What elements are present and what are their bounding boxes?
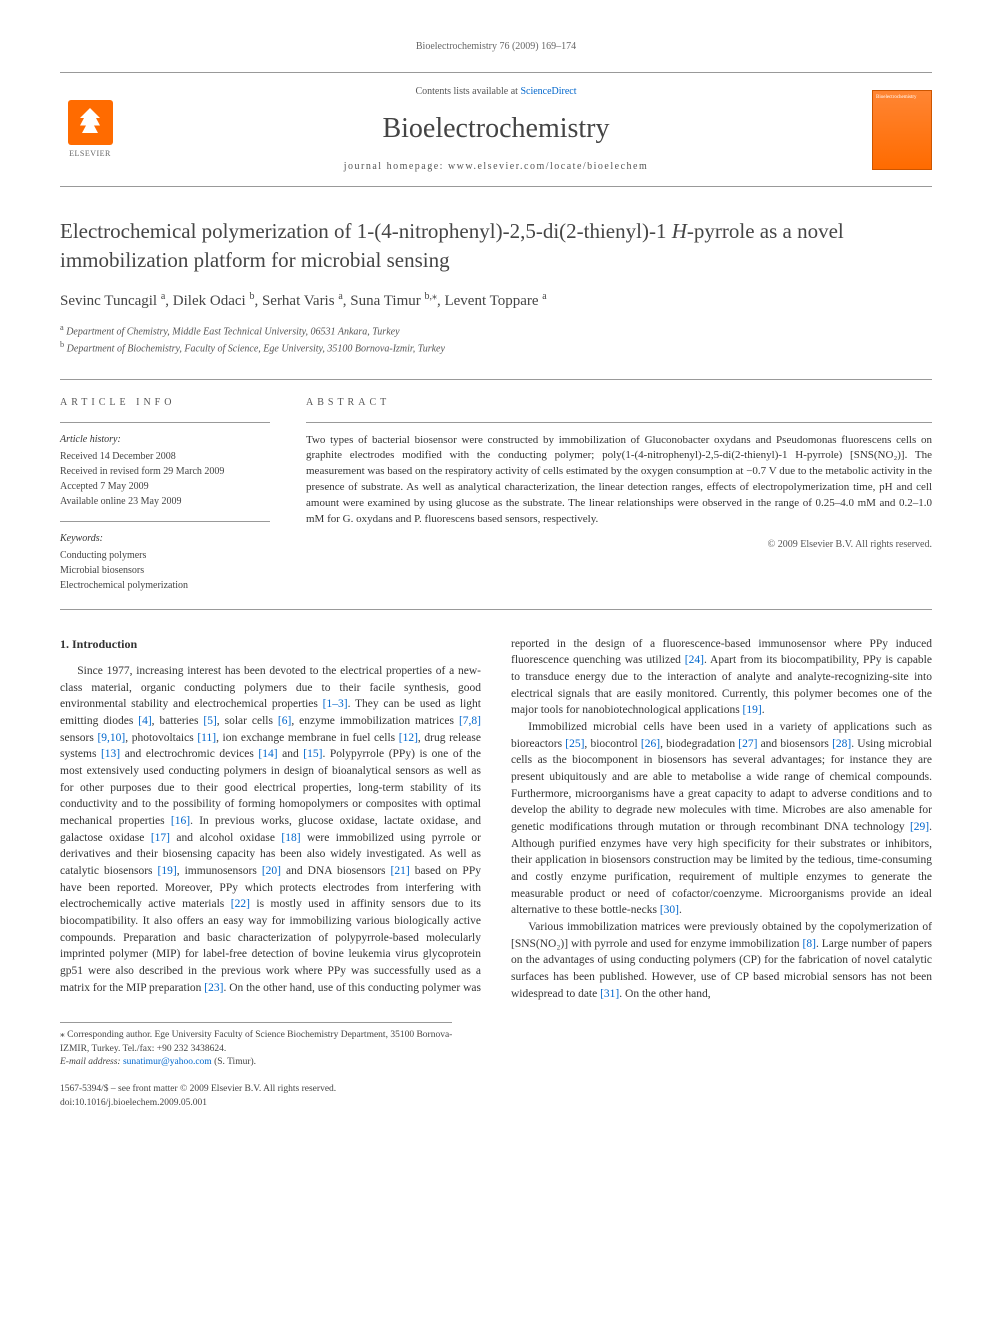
citation-link[interactable]: [15] [303, 748, 322, 760]
author: Suna Timur b,⁎ [350, 293, 437, 309]
body-paragraph: Immobilized microbial cells have been us… [511, 719, 932, 919]
history-received: Received 14 December 2008 [60, 449, 270, 464]
issn-copyright: 1567-5394/$ – see front matter © 2009 El… [60, 1083, 336, 1096]
history-label: Article history: [60, 433, 270, 447]
history-online: Available online 23 May 2009 [60, 494, 270, 509]
citation-link[interactable]: [8] [803, 938, 816, 950]
abstract-block: ABSTRACT Two types of bacterial biosenso… [306, 396, 932, 593]
running-header: Bioelectrochemistry 76 (2009) 169–174 [60, 40, 932, 54]
citation-link[interactable]: [1–3] [323, 698, 348, 710]
homepage-url[interactable]: www.elsevier.com/locate/bioelechem [448, 161, 648, 172]
email-suffix: (S. Timur). [214, 1057, 256, 1067]
affiliations: a Department of Chemistry, Middle East T… [60, 322, 932, 357]
citation-link[interactable]: [6] [278, 715, 291, 727]
citation-link[interactable]: [31] [600, 988, 619, 1000]
citation-link[interactable]: [17] [151, 832, 170, 844]
author: Levent Toppare a [444, 293, 546, 309]
elsevier-logo: ELSEVIER [60, 95, 120, 165]
article-title: Electrochemical polymerization of 1-(4-n… [60, 217, 932, 274]
doi: doi:10.1016/j.bioelechem.2009.05.001 [60, 1097, 336, 1110]
history-accepted: Accepted 7 May 2009 [60, 479, 270, 494]
article-info-heading: ARTICLE INFO [60, 396, 270, 410]
email-label: E-mail address: [60, 1057, 121, 1067]
email-link[interactable]: sunatimur@yahoo.com [123, 1057, 212, 1067]
citation-link[interactable]: [13] [101, 748, 120, 760]
journal-homepage: journal homepage: www.elsevier.com/locat… [138, 160, 854, 174]
citation-link[interactable]: [19] [158, 865, 177, 877]
keyword: Microbial biosensors [60, 563, 270, 578]
journal-cover-thumbnail: Bioelectrochemistry [872, 90, 932, 170]
corresponding-star-icon: ⁎ [432, 291, 437, 302]
contents-line: Contents lists available at ScienceDirec… [138, 85, 854, 99]
citation-link[interactable]: [14] [258, 748, 277, 760]
keyword: Electrochemical polymerization [60, 578, 270, 593]
keyword: Conducting polymers [60, 548, 270, 563]
body-paragraph: Various immobilization matrices were pre… [511, 919, 932, 1002]
author: Dilek Odaci b [173, 293, 255, 309]
abstract-heading: ABSTRACT [306, 396, 932, 410]
section-heading-intro: 1. Introduction [60, 636, 481, 653]
journal-name: Bioelectrochemistry [138, 109, 854, 148]
footnote-separator [60, 1022, 452, 1023]
citation-link[interactable]: [9,10] [97, 732, 125, 744]
title-italic: H [672, 219, 687, 243]
cover-title: Bioelectrochemistry [876, 94, 928, 101]
citation-link[interactable]: [22] [231, 898, 250, 910]
body-text: 1. Introduction Since 1977, increasing i… [60, 636, 932, 1003]
citation-link[interactable]: [30] [660, 904, 679, 916]
footer-left: 1567-5394/$ – see front matter © 2009 El… [60, 1083, 336, 1110]
citation-link[interactable]: [5] [203, 715, 216, 727]
citation-link[interactable]: [19] [743, 704, 762, 716]
corresponding-author-note: ⁎ Corresponding author. Ege University F… [60, 1029, 461, 1056]
author: Sevinc Tuncagil a [60, 293, 165, 309]
citation-link[interactable]: [25] [565, 738, 584, 750]
page-footer: 1567-5394/$ – see front matter © 2009 El… [60, 1083, 932, 1110]
abstract-text: Two types of bacterial biosensor were co… [306, 433, 932, 529]
elsevier-tree-icon [68, 100, 113, 145]
citation-link[interactable]: [12] [399, 732, 418, 744]
author: Serhat Varis a [262, 293, 343, 309]
footnotes: ⁎ Corresponding author. Ege University F… [60, 1029, 461, 1069]
masthead-center: Contents lists available at ScienceDirec… [138, 85, 854, 174]
citation-link[interactable]: [11] [197, 732, 216, 744]
article-info: ARTICLE INFO Article history: Received 1… [60, 396, 270, 593]
citation-link[interactable]: [21] [391, 865, 410, 877]
sciencedirect-link[interactable]: ScienceDirect [520, 86, 576, 97]
homepage-prefix: journal homepage: [344, 161, 448, 172]
history-revised: Received in revised form 29 March 2009 [60, 464, 270, 479]
citation-link[interactable]: [4] [138, 715, 151, 727]
contents-prefix: Contents lists available at [415, 86, 520, 97]
affiliation-b: b Department of Biochemistry, Faculty of… [60, 339, 932, 356]
citation-link[interactable]: [26] [641, 738, 660, 750]
citation-link[interactable]: [7,8] [459, 715, 481, 727]
affiliation-a: a Department of Chemistry, Middle East T… [60, 322, 932, 339]
citation-link[interactable]: [28] [832, 738, 851, 750]
title-part1: Electrochemical polymerization of 1-(4-n… [60, 219, 672, 243]
title-part1-cont: -pyrrole [687, 219, 755, 243]
citation-link[interactable]: [24] [685, 654, 704, 666]
citation-link[interactable]: [20] [262, 865, 281, 877]
citation-link[interactable]: [18] [281, 832, 300, 844]
email-line: E-mail address: sunatimur@yahoo.com (S. … [60, 1056, 461, 1069]
elsevier-label: ELSEVIER [69, 148, 111, 159]
keywords-label: Keywords: [60, 532, 270, 546]
abstract-copyright: © 2009 Elsevier B.V. All rights reserved… [306, 538, 932, 552]
journal-masthead: ELSEVIER Contents lists available at Sci… [60, 72, 932, 187]
author-list: Sevinc Tuncagil a, Dilek Odaci b, Serhat… [60, 290, 932, 312]
info-abstract-row: ARTICLE INFO Article history: Received 1… [60, 379, 932, 610]
citation-link[interactable]: [27] [738, 738, 757, 750]
citation-link[interactable]: [23] [204, 982, 223, 994]
citation-link[interactable]: [29] [910, 821, 929, 833]
citation-link[interactable]: [16] [171, 815, 190, 827]
